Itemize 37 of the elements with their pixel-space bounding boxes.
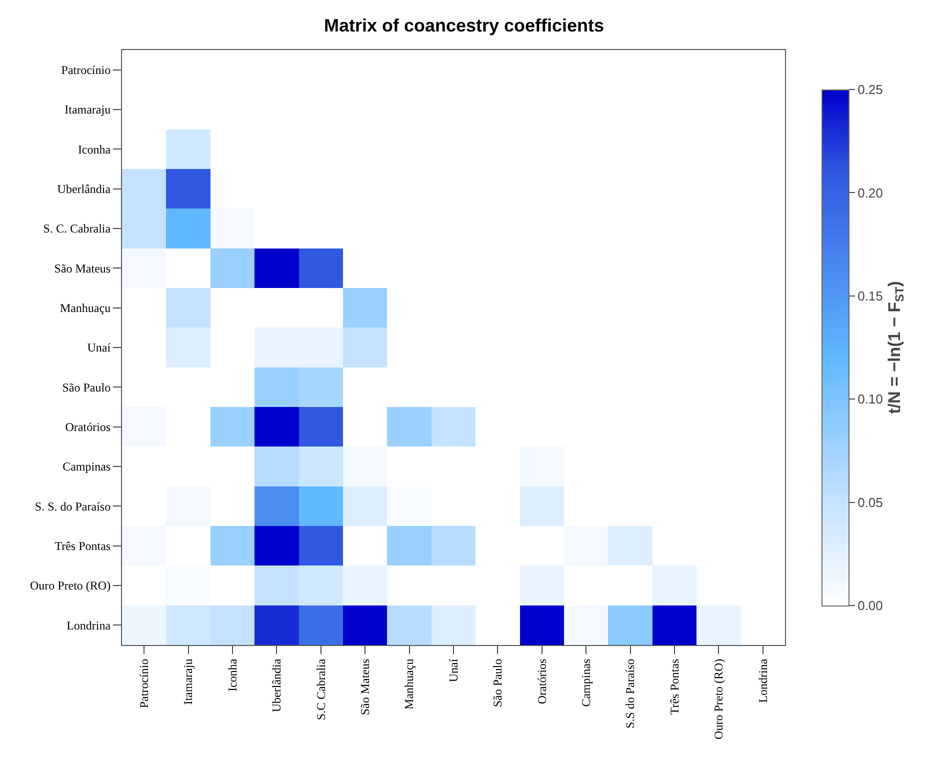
y-tick-label: Unaí [87,340,112,355]
color-bar-label: 0.00 [858,598,883,614]
x-tick-label: São Mateus [358,658,372,716]
y-tick-label: São Paulo [62,380,111,394]
x-tick-label: São Paulo [490,658,505,708]
y-tick-label: São Mateus [54,261,111,276]
y-tick-label: Ouro Preto (RO) [30,578,111,593]
color-bar-label: 0.25 [858,82,883,98]
x-tick-label: Itamaraju [181,658,196,705]
x-tick-label: Uberlândia [270,658,284,712]
color-bar-label: 0.05 [858,494,883,510]
color-bar-label: 0.20 [858,185,883,200]
x-tick-label: Manhuaçu [402,658,416,710]
y-tick-label: Uberlândia [57,182,112,196]
x-tick-label: Três Pontas [667,658,682,715]
y-tick-label: Manhuaçu [60,301,111,316]
x-tick-label: S.S do Paraíso [623,658,638,728]
y-tick-label: Três Pontas [54,539,111,554]
y-tick-label: Itamaraju [64,102,111,117]
x-tick-label: Unaí [446,658,460,682]
y-tick-label: Campinas [62,460,111,474]
x-tick-label: Londrina [756,658,770,703]
y-tick-label: S. C. Cabralia [43,222,112,236]
x-tick-label: Patrocínio [137,658,151,708]
color-bar-label: 0.15 [858,288,883,304]
x-tick-label: Oratórios [534,658,549,704]
y-tick-label: Londrina [66,618,112,632]
x-tick-label: Iconha [225,658,240,692]
y-tick-label: Iconha [78,142,112,156]
y-tick-label: S. S. do Paraíso [34,499,111,514]
y-tick-label: Patrocínio [61,63,111,78]
y-tick-label: Oratórios [65,420,111,434]
color-bar-label: 0.10 [858,392,883,407]
x-tick-label: S.C Cabralia [314,658,328,720]
x-tick-label: Ouro Preto (RO) [712,658,726,740]
x-tick-label: Campinas [579,658,593,707]
chart-title: Matrix of coancestry coefficients [324,16,604,36]
